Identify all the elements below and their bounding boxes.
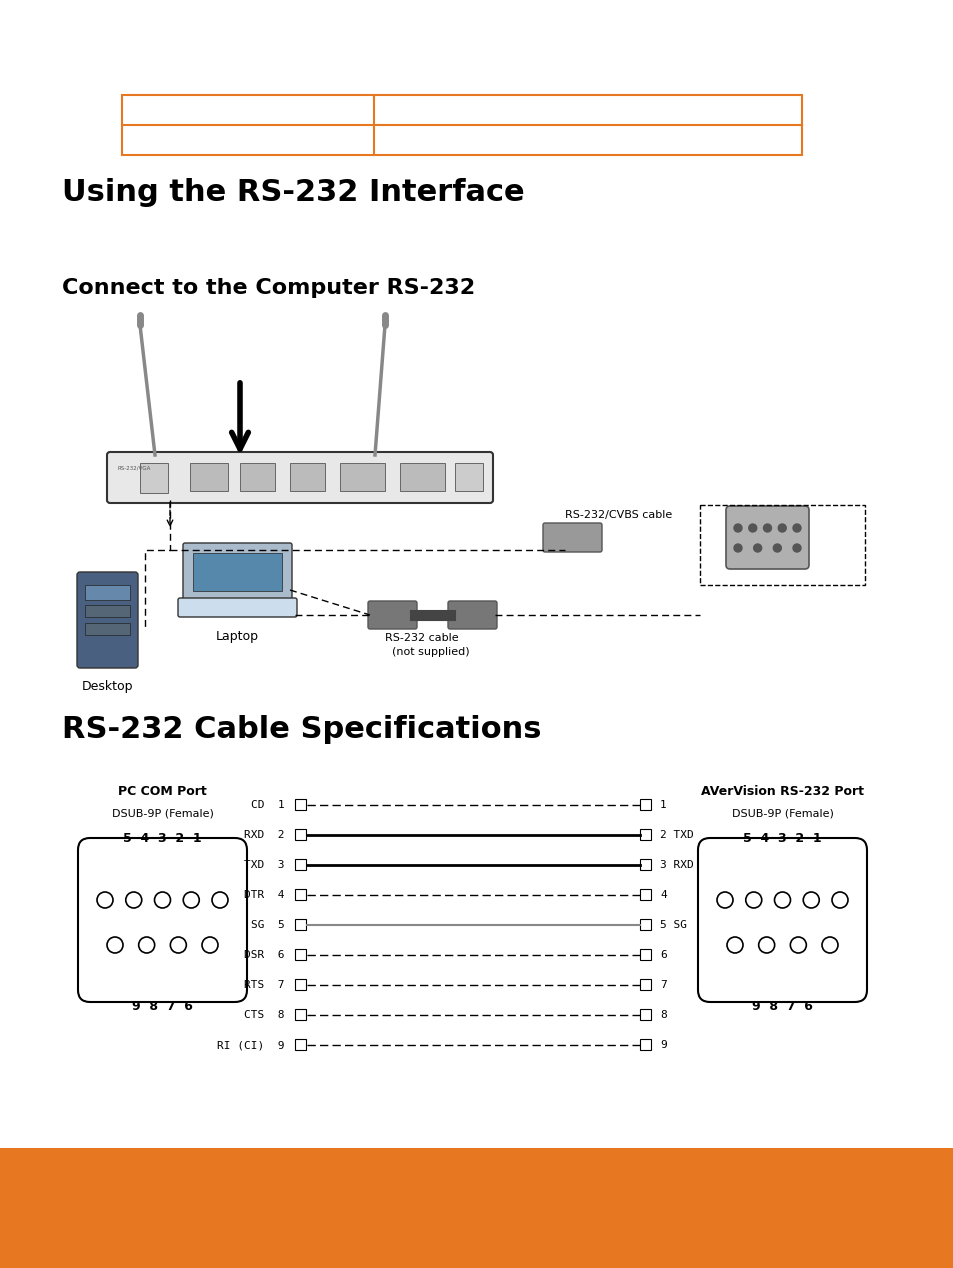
- Text: DTR  4: DTR 4: [244, 890, 285, 900]
- Bar: [290, 463, 325, 491]
- Text: DSUB-9P (Female): DSUB-9P (Female): [112, 808, 213, 818]
- Bar: [193, 553, 282, 591]
- Bar: [294, 829, 306, 839]
- Bar: [294, 799, 306, 810]
- Text: 9: 9: [659, 1040, 666, 1050]
- Text: 9  8  7  6: 9 8 7 6: [132, 1000, 193, 1013]
- Bar: [85, 623, 130, 635]
- Text: Using the RS-232 Interface: Using the RS-232 Interface: [62, 178, 524, 207]
- Text: RS-232/CVBS cable: RS-232/CVBS cable: [564, 510, 672, 520]
- Text: 8: 8: [659, 1011, 666, 1019]
- FancyBboxPatch shape: [178, 598, 296, 618]
- Text: 7: 7: [659, 980, 666, 990]
- Text: 5 SG: 5 SG: [659, 921, 686, 929]
- Circle shape: [733, 544, 741, 552]
- Text: Laptop: Laptop: [215, 630, 258, 643]
- Bar: [399, 463, 444, 491]
- Text: AVerVision RS-232 Port: AVerVision RS-232 Port: [700, 785, 863, 798]
- Circle shape: [773, 544, 781, 552]
- Circle shape: [753, 544, 760, 552]
- Circle shape: [748, 524, 756, 533]
- Text: CD  1: CD 1: [251, 800, 285, 810]
- Bar: [639, 1038, 650, 1050]
- Bar: [294, 979, 306, 990]
- Bar: [700, 505, 864, 585]
- Circle shape: [792, 544, 801, 552]
- Bar: [85, 605, 130, 618]
- Text: 4: 4: [659, 890, 666, 900]
- Bar: [639, 889, 650, 900]
- Circle shape: [778, 524, 785, 533]
- Bar: [294, 948, 306, 960]
- FancyBboxPatch shape: [698, 838, 866, 1002]
- Bar: [122, 95, 801, 155]
- Bar: [639, 919, 650, 929]
- Text: 5  4  3  2  1: 5 4 3 2 1: [742, 832, 821, 844]
- Text: 5  4  3  2  1: 5 4 3 2 1: [123, 832, 202, 844]
- Bar: [294, 1009, 306, 1019]
- FancyBboxPatch shape: [77, 572, 138, 668]
- Text: 1: 1: [659, 800, 666, 810]
- Text: RS-232/VGA: RS-232/VGA: [118, 465, 152, 470]
- Text: RS-232 Cable Specifications: RS-232 Cable Specifications: [62, 715, 541, 744]
- Bar: [639, 858, 650, 870]
- Circle shape: [733, 524, 741, 533]
- Bar: [639, 829, 650, 839]
- FancyBboxPatch shape: [183, 543, 292, 602]
- Bar: [240, 463, 274, 491]
- Bar: [639, 799, 650, 810]
- Bar: [0, 1148, 953, 1268]
- Bar: [140, 463, 168, 493]
- Text: TXD  3: TXD 3: [244, 860, 285, 870]
- Bar: [639, 948, 650, 960]
- FancyBboxPatch shape: [448, 601, 497, 629]
- Text: RS-232 cable: RS-232 cable: [385, 633, 458, 643]
- Text: RTS  7: RTS 7: [244, 980, 285, 990]
- Bar: [294, 889, 306, 900]
- Bar: [190, 463, 228, 491]
- Text: Desktop: Desktop: [82, 680, 133, 694]
- Text: DSUB-9P (Female): DSUB-9P (Female): [731, 808, 833, 818]
- Bar: [294, 1038, 306, 1050]
- Bar: [85, 585, 130, 600]
- Text: RI (CI)  9: RI (CI) 9: [217, 1040, 285, 1050]
- Text: 6: 6: [659, 950, 666, 960]
- Text: Connect to the Computer RS-232: Connect to the Computer RS-232: [62, 278, 475, 298]
- FancyBboxPatch shape: [542, 522, 601, 552]
- Bar: [455, 463, 482, 491]
- FancyBboxPatch shape: [78, 838, 247, 1002]
- Bar: [294, 858, 306, 870]
- Bar: [639, 979, 650, 990]
- Bar: [294, 919, 306, 929]
- Text: 2 TXD: 2 TXD: [659, 831, 693, 839]
- FancyBboxPatch shape: [725, 506, 808, 569]
- Bar: [639, 1009, 650, 1019]
- Text: 3 RXD: 3 RXD: [659, 860, 693, 870]
- Text: DSR  6: DSR 6: [244, 950, 285, 960]
- Text: SG  5: SG 5: [251, 921, 285, 929]
- Bar: [339, 463, 385, 491]
- Circle shape: [762, 524, 771, 533]
- Text: (not supplied): (not supplied): [392, 647, 469, 657]
- Text: CTS  8: CTS 8: [244, 1011, 285, 1019]
- Text: PC COM Port: PC COM Port: [118, 785, 207, 798]
- Circle shape: [792, 524, 801, 533]
- FancyBboxPatch shape: [368, 601, 416, 629]
- FancyBboxPatch shape: [107, 451, 493, 503]
- Text: 9  8  7  6: 9 8 7 6: [751, 1000, 812, 1013]
- Text: RXD  2: RXD 2: [244, 831, 285, 839]
